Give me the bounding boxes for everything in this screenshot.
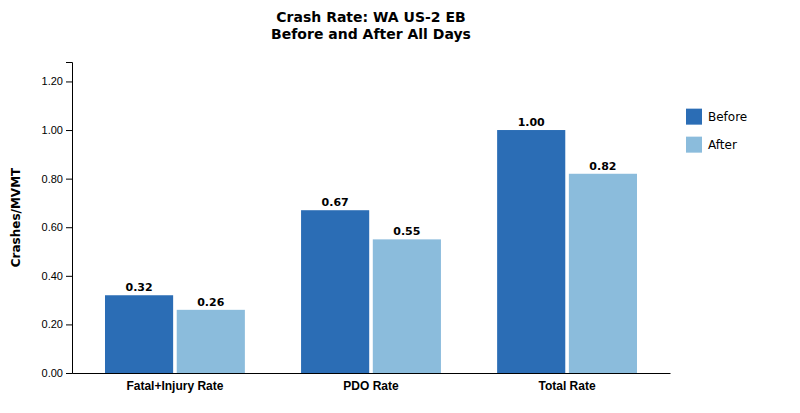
y-tick-mark: [66, 324, 72, 325]
x-tick: Total Rate: [539, 373, 596, 393]
y-tick-label: 0.00: [42, 367, 63, 379]
x-axis: Fatal+Injury Rate PDO Rate Total Rate: [73, 373, 671, 393]
legend-item: After: [686, 137, 737, 153]
y-tick: 1.20: [42, 75, 72, 87]
data-label: 0.55: [393, 225, 420, 238]
y-tick-mark: [66, 81, 72, 82]
y-tick-label: 0.60: [42, 221, 63, 233]
y-tick-label: 1.20: [42, 75, 63, 87]
legend: Before After: [686, 109, 747, 153]
y-tick-mark: [66, 179, 72, 180]
x-tick: Fatal+Injury Rate: [126, 373, 223, 393]
data-label: 0.67: [322, 196, 349, 209]
plot: 0.00 0.20 0.40 0.60 0.80 1.00 1.20 Fatal+Injury…: [9, 63, 671, 394]
y-axis-line: [66, 63, 73, 374]
bar: [301, 210, 369, 373]
y-tick-label: 1.00: [42, 124, 63, 136]
y-tick-mark: [66, 373, 72, 374]
data-label: 0.26: [197, 296, 224, 309]
title: Crash Rate: WA US-2 EBBefore and After A…: [271, 9, 471, 42]
y-tick: 0.20: [42, 318, 72, 330]
data-label: 0.82: [589, 160, 616, 173]
x-tick-label: Fatal+Injury Rate: [126, 379, 223, 393]
bar: [177, 310, 245, 373]
legend-swatch: [686, 137, 702, 153]
y-axis: 0.00 0.20 0.40 0.60 0.80 1.00 1.20: [42, 63, 73, 380]
bar: [497, 130, 565, 373]
bar: [105, 295, 173, 373]
x-tick-label: PDO Rate: [343, 379, 399, 393]
bars: [105, 130, 637, 373]
y-tick-mark: [66, 227, 72, 228]
y-tick-label: 0.40: [42, 270, 63, 282]
y-tick: 0.80: [42, 173, 72, 185]
x-tick-label: Total Rate: [539, 379, 596, 393]
y-tick: 0.00: [42, 367, 72, 379]
legend-swatch: [686, 109, 702, 125]
y-tick-label: 0.20: [42, 318, 63, 330]
y-tick-label: 0.80: [42, 173, 63, 185]
y-tick: 1.00: [42, 124, 72, 136]
y-axis-label: Crashes/MVMT: [9, 167, 23, 267]
y-tick-mark: [66, 130, 72, 131]
data-label: 0.32: [125, 281, 152, 294]
data-label: 1.00: [518, 116, 545, 129]
bar: [373, 239, 441, 373]
y-tick-mark: [66, 276, 72, 277]
x-axis-line: [73, 373, 671, 374]
x-tick: PDO Rate: [343, 373, 399, 393]
chart: Crash Rate: WA US-2 EBBefore and After A…: [0, 0, 800, 413]
legend-label: After: [708, 138, 737, 152]
y-tick: 0.60: [42, 221, 72, 233]
y-tick: 0.40: [42, 270, 72, 282]
bar: [569, 174, 637, 373]
data-labels: 0.32 0.67 1.00 0.26 0.55 0.82: [125, 116, 616, 309]
legend-label: Before: [708, 110, 747, 124]
legend-item: Before: [686, 109, 747, 125]
